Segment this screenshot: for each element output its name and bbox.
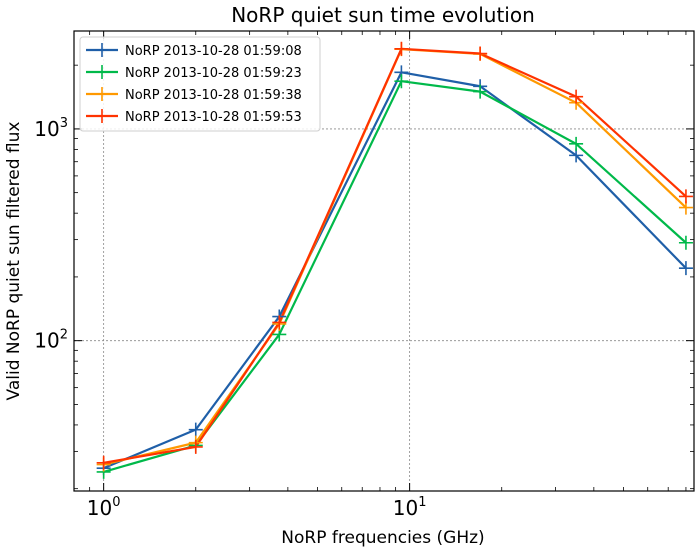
series-line-2 bbox=[104, 81, 686, 472]
legend-entry-label: NoRP 2013-10-28 01:59:38 bbox=[125, 88, 302, 103]
y-tick-label: 103 bbox=[34, 116, 68, 141]
series-4-point bbox=[272, 315, 286, 329]
x-tick-label: 101 bbox=[393, 495, 427, 520]
chart-title: NoRP quiet sun time evolution bbox=[231, 3, 535, 27]
series-line-1 bbox=[104, 72, 686, 468]
series-4-point bbox=[473, 47, 487, 61]
y-tick-label: 102 bbox=[34, 328, 68, 353]
series-2-point bbox=[394, 74, 408, 88]
legend: NoRP 2013-10-28 01:59:08 NoRP 2013-10-28 … bbox=[80, 37, 320, 131]
series-4-point bbox=[394, 42, 408, 56]
x-axis-label: NoRP frequencies (GHz) bbox=[281, 528, 484, 548]
legend-entry-label: NoRP 2013-10-28 01:59:08 bbox=[125, 44, 302, 59]
tick-labels: 100 101 102 103 bbox=[34, 116, 426, 520]
y-axis-label: Valid NoRP quiet sun filtered flux bbox=[4, 122, 24, 401]
legend-entry-label: NoRP 2013-10-28 01:59:23 bbox=[125, 66, 302, 81]
x-tick-label: 100 bbox=[87, 495, 121, 520]
legend-entry-label: NoRP 2013-10-28 01:59:53 bbox=[125, 110, 302, 125]
